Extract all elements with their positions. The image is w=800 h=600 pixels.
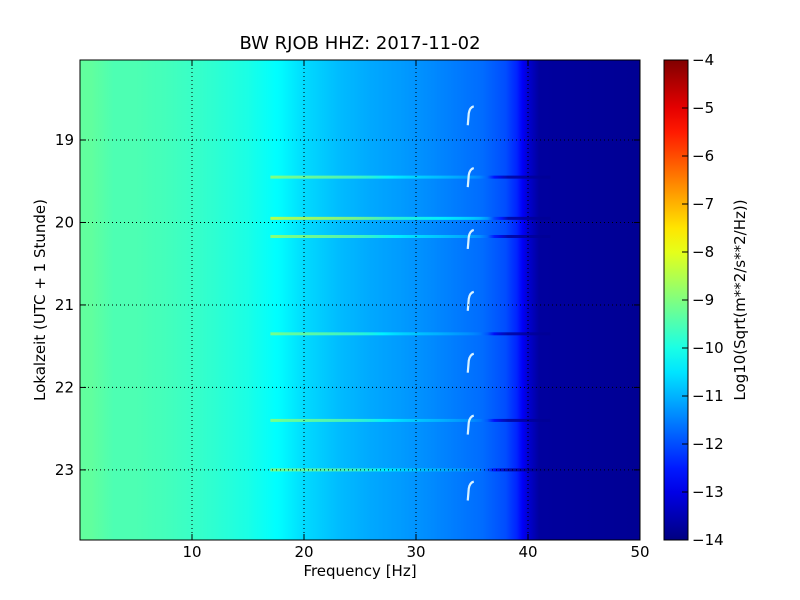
colorbar-tick-label: −5 [692, 99, 714, 117]
colorbar-tick-label: −7 [692, 195, 714, 213]
colorbar-tick-label: −6 [692, 147, 714, 165]
noise-band [270, 418, 551, 422]
colorbar-tick-label: −4 [692, 51, 714, 69]
recurring-feature [466, 167, 475, 188]
x-tick-label: 10 [182, 543, 201, 561]
colorbar-tick-label: −12 [692, 435, 724, 453]
recurring-feature [466, 105, 475, 126]
noise-band [270, 175, 551, 179]
noise-band [270, 468, 551, 472]
y-tick-label: 23 [55, 461, 74, 479]
y-tick-label: 21 [55, 296, 74, 314]
colorbar-tick-label: −9 [692, 291, 714, 309]
x-tick-label: 50 [630, 543, 649, 561]
colorbar-tick-label: −13 [692, 483, 724, 501]
spectrogram-heatmap [80, 60, 640, 540]
y-axis-label: Lokalzeit (UTC + 1 Stunde) [31, 199, 49, 401]
noise-band [270, 234, 551, 238]
y-tick-label: 22 [55, 378, 74, 396]
recurring-feature [466, 228, 475, 250]
plot-frame [79, 59, 641, 541]
grid-lines [80, 60, 641, 540]
y-tick-label: 20 [55, 213, 74, 231]
axes: 10 20 30 40 50 19 20 21 22 23 [55, 60, 650, 561]
colorbar: −4 −5 −6 −7 −8 −9 −10 −11 −12 −13 −14 [663, 51, 724, 549]
colorbar-tick-label: −10 [692, 339, 724, 357]
recurring-feature [466, 290, 475, 311]
recurring-feature [466, 480, 475, 501]
recurring-feature [466, 414, 475, 435]
colorbar-label: Log10(Sqrt(m**2/s**2/Hz)) [731, 199, 749, 400]
colorbar-tick-label: −8 [692, 243, 714, 261]
x-tick-label: 40 [518, 543, 537, 561]
colorbar-tick-label: −14 [692, 531, 724, 549]
colorbar-tick-label: −11 [692, 387, 724, 405]
x-tick-label: 30 [406, 543, 425, 561]
x-axis-label: Frequency [Hz] [303, 562, 416, 580]
x-tick-label: 20 [294, 543, 313, 561]
chart-title: BW RJOB HHZ: 2017-11-02 [239, 33, 480, 54]
spectrogram-background [80, 60, 640, 540]
noise-band [270, 332, 551, 336]
y-tick-label: 19 [55, 131, 74, 149]
noise-band [270, 216, 551, 220]
recurring-feature [466, 352, 475, 373]
